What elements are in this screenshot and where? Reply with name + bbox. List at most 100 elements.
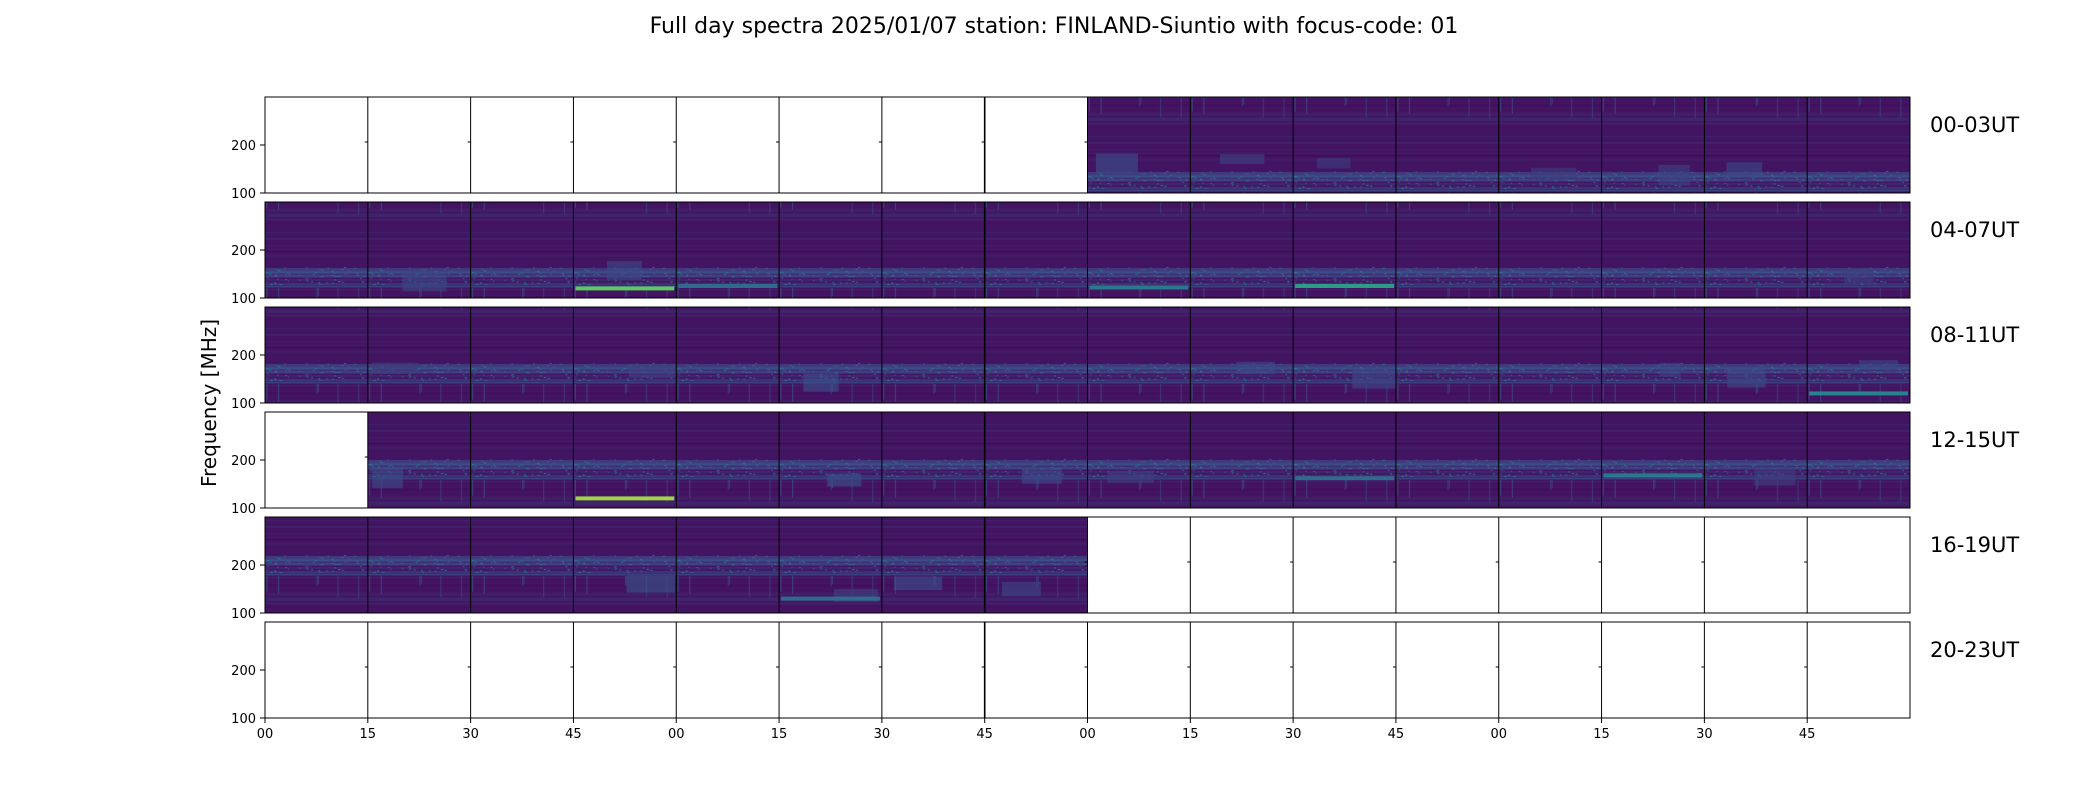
spectrum-panel	[984, 307, 1088, 403]
empty-panel	[1395, 622, 1499, 718]
spectrum-panel	[881, 202, 985, 298]
spectrum-panel	[984, 517, 1088, 613]
spectrum-feature	[827, 473, 862, 487]
chart-title: Full day spectra 2025/01/07 station: FIN…	[650, 14, 1459, 39]
bright-band	[1295, 284, 1394, 288]
y-tick-label: 100	[231, 502, 256, 517]
spectrum-feature	[1107, 470, 1154, 484]
bright-band	[575, 286, 675, 291]
spectrum-feature	[1659, 362, 1681, 377]
bright-band	[1603, 473, 1703, 478]
empty-panel	[470, 622, 574, 718]
spectrum-panel	[881, 517, 985, 613]
spectra-row-12-15UT: 100 200 12-15UT	[231, 411, 2019, 517]
empty-panel	[881, 622, 985, 718]
empty-panel	[676, 622, 780, 718]
spectrum-panel	[1190, 202, 1294, 298]
spectrum-panel	[1190, 97, 1294, 193]
spectrum-feature	[1001, 581, 1041, 597]
spectrum-panel	[1293, 412, 1396, 508]
spectrum-panel	[1807, 307, 1910, 403]
spectrum-panel	[1190, 307, 1294, 403]
spectrum-feature	[1530, 167, 1577, 180]
spectrum-panel	[1704, 412, 1808, 508]
spectrum-panel	[573, 307, 677, 403]
spectrum-panel	[1087, 307, 1191, 403]
y-tick-label: 200	[231, 559, 256, 574]
empty-panel	[984, 97, 1088, 193]
spectrum-panel	[470, 412, 574, 508]
spectrum-panel	[1087, 202, 1191, 298]
x-tick-label: 15	[360, 727, 377, 742]
spectrum-feature	[372, 467, 403, 489]
spectrum-feature	[606, 260, 643, 280]
spectrum-panel	[573, 517, 677, 613]
row-label: 00-03UT	[1930, 113, 2019, 137]
spectrum-panel	[676, 307, 780, 403]
y-tick-label: 100	[231, 292, 256, 307]
empty-panel	[1087, 517, 1191, 613]
spectrum-panel	[676, 412, 780, 508]
spectrum-feature	[1754, 466, 1796, 486]
spectrum-panel	[1087, 412, 1191, 508]
spectrum-panel	[1601, 202, 1705, 298]
row-label: 04-07UT	[1930, 218, 2019, 242]
spectrum-panel	[1498, 202, 1602, 298]
x-tick-label: 30	[1285, 727, 1302, 742]
spectrum-feature	[626, 575, 675, 593]
empty-panel	[367, 622, 471, 718]
spectrum-panel	[1395, 97, 1499, 193]
x-tick-label: 45	[1388, 727, 1405, 742]
spectrum-feature	[372, 362, 419, 375]
spectrum-panel	[470, 202, 574, 298]
spectrum-feature	[1726, 162, 1763, 178]
bright-band	[1295, 476, 1394, 481]
empty-panel	[881, 97, 985, 193]
empty-panel	[1293, 622, 1396, 718]
empty-panel	[1704, 622, 1808, 718]
spectrum-feature	[1859, 360, 1899, 371]
x-tick-label: 45	[976, 727, 993, 742]
empty-panel	[1601, 517, 1705, 613]
spectrum-panel	[265, 517, 368, 613]
empty-panel	[265, 97, 368, 193]
spectrum-panel	[1293, 202, 1396, 298]
x-tick-label: 00	[1490, 727, 1507, 742]
empty-panel	[1807, 622, 1910, 718]
spectra-row-04-07UT: 100 200 04-07UT	[231, 201, 2019, 307]
empty-panel	[1601, 622, 1705, 718]
y-tick-label: 200	[231, 139, 256, 154]
empty-panel	[1293, 517, 1396, 613]
spectrum-feature	[1352, 369, 1398, 389]
spectrum-panel	[265, 307, 368, 403]
x-tick-label: 30	[874, 727, 891, 742]
spectrum-feature	[1316, 157, 1351, 169]
spectrum-panel	[779, 412, 882, 508]
x-tick-label: 00	[257, 727, 274, 742]
spectrum-panel	[470, 517, 574, 613]
spectrum-panel	[1190, 412, 1294, 508]
spectrum-panel	[573, 202, 677, 298]
spectrum-feature	[1727, 368, 1766, 388]
x-tick-label: 30	[1696, 727, 1713, 742]
spectrum-feature	[628, 363, 679, 378]
empty-panel	[1190, 517, 1294, 613]
spectrum-panel	[1601, 307, 1705, 403]
empty-panel	[573, 97, 677, 193]
spectrum-panel	[1601, 412, 1705, 508]
spectrum-panel	[676, 202, 780, 298]
spectrum-feature	[1658, 164, 1690, 186]
x-tick-label: 00	[1079, 727, 1096, 742]
spectrum-panel	[1704, 97, 1808, 193]
y-tick-label: 200	[231, 454, 256, 469]
spectrum-panel	[676, 517, 780, 613]
empty-panel	[1704, 517, 1808, 613]
bright-band	[781, 596, 880, 601]
spectra-rows: 10020000-03UT10020004-07UT10020008-11UT1…	[231, 96, 2019, 727]
spectrum-panel	[367, 307, 471, 403]
spectrum-feature	[1843, 268, 1874, 284]
empty-panel	[573, 622, 677, 718]
spectrum-panel	[265, 202, 368, 298]
row-label: 12-15UT	[1930, 428, 2019, 452]
